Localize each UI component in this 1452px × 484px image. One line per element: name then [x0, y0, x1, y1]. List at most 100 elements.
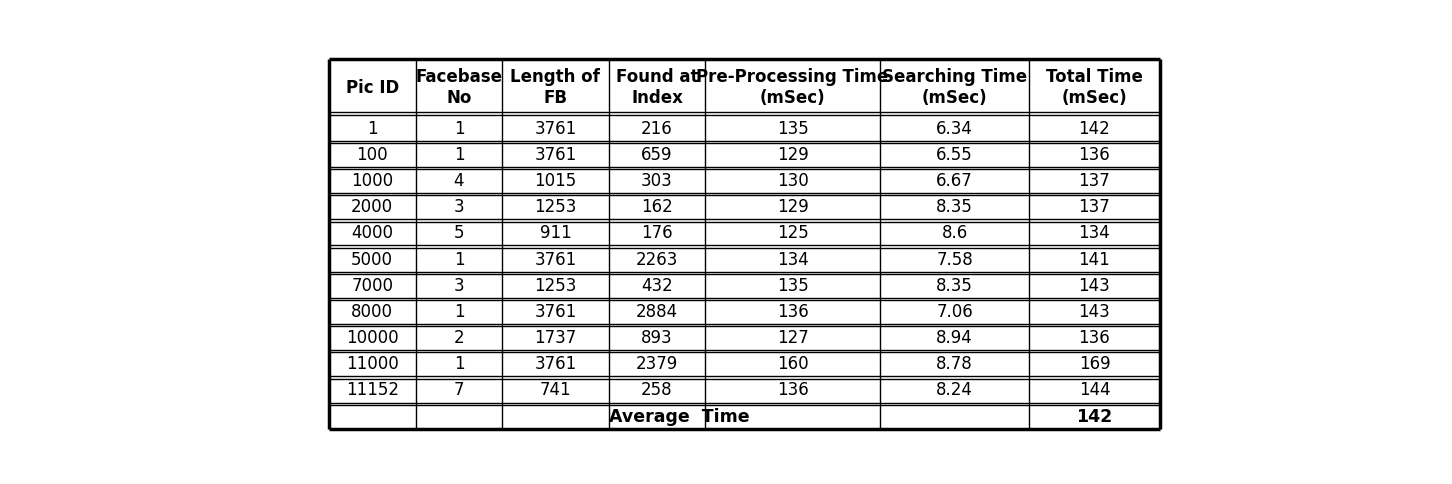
- Text: 1: 1: [367, 120, 378, 137]
- Text: 8000: 8000: [351, 302, 393, 320]
- Bar: [706, 141, 880, 167]
- Text: 3761: 3761: [534, 355, 576, 373]
- Text: 2379: 2379: [636, 355, 678, 373]
- Text: 911: 911: [540, 224, 571, 242]
- Bar: [502, 298, 608, 324]
- Bar: [608, 167, 706, 194]
- Text: 136: 136: [777, 381, 809, 399]
- Text: 7: 7: [453, 381, 465, 399]
- Bar: [502, 167, 608, 194]
- Text: 5: 5: [453, 224, 465, 242]
- Text: 176: 176: [642, 224, 672, 242]
- Text: 7.58: 7.58: [937, 250, 973, 268]
- Text: 1: 1: [453, 355, 465, 373]
- Text: 134: 134: [1079, 224, 1111, 242]
- Bar: [608, 194, 706, 220]
- Text: 162: 162: [642, 198, 672, 216]
- Bar: [328, 272, 415, 298]
- Bar: [1029, 115, 1160, 141]
- Bar: [502, 350, 608, 377]
- Bar: [415, 272, 502, 298]
- Bar: [1029, 167, 1160, 194]
- Text: 129: 129: [777, 146, 809, 164]
- Text: 8.6: 8.6: [941, 224, 967, 242]
- Bar: [880, 246, 1029, 272]
- Bar: [706, 194, 880, 220]
- Bar: [608, 324, 706, 350]
- Text: 2884: 2884: [636, 302, 678, 320]
- Bar: [1029, 350, 1160, 377]
- Bar: [880, 115, 1029, 141]
- Bar: [1029, 220, 1160, 246]
- Text: 10000: 10000: [346, 329, 398, 347]
- Text: Pic ID: Pic ID: [346, 79, 399, 97]
- Text: 137: 137: [1079, 198, 1111, 216]
- Bar: [328, 115, 415, 141]
- Bar: [608, 60, 706, 115]
- Bar: [608, 298, 706, 324]
- Bar: [706, 272, 880, 298]
- Bar: [706, 220, 880, 246]
- Text: 6.34: 6.34: [937, 120, 973, 137]
- Bar: [415, 220, 502, 246]
- Text: 8.35: 8.35: [937, 276, 973, 294]
- Text: 2263: 2263: [636, 250, 678, 268]
- Text: 1000: 1000: [351, 172, 393, 190]
- Text: 4: 4: [453, 172, 465, 190]
- Bar: [608, 272, 706, 298]
- Text: 1: 1: [453, 250, 465, 268]
- Text: 142: 142: [1076, 407, 1112, 425]
- Bar: [415, 324, 502, 350]
- Bar: [415, 167, 502, 194]
- Text: 1253: 1253: [534, 198, 576, 216]
- Bar: [706, 246, 880, 272]
- Text: 144: 144: [1079, 381, 1111, 399]
- Bar: [1029, 272, 1160, 298]
- Text: 1: 1: [453, 120, 465, 137]
- Bar: [415, 194, 502, 220]
- Bar: [880, 220, 1029, 246]
- Text: Length of
FB: Length of FB: [511, 68, 600, 107]
- Bar: [880, 194, 1029, 220]
- Text: 3: 3: [453, 276, 465, 294]
- Text: 100: 100: [356, 146, 388, 164]
- Bar: [415, 141, 502, 167]
- Bar: [706, 115, 880, 141]
- Text: 8.35: 8.35: [937, 198, 973, 216]
- Bar: [1029, 298, 1160, 324]
- Text: 216: 216: [642, 120, 672, 137]
- Bar: [328, 377, 415, 403]
- Text: 8.24: 8.24: [937, 381, 973, 399]
- Text: 160: 160: [777, 355, 809, 373]
- Text: 2: 2: [453, 329, 465, 347]
- Text: 6.55: 6.55: [937, 146, 973, 164]
- Bar: [706, 350, 880, 377]
- Text: 11000: 11000: [346, 355, 398, 373]
- Bar: [328, 194, 415, 220]
- Bar: [502, 60, 608, 115]
- Text: 5000: 5000: [351, 250, 393, 268]
- Bar: [328, 141, 415, 167]
- Bar: [1029, 246, 1160, 272]
- Bar: [328, 403, 1160, 429]
- Bar: [608, 115, 706, 141]
- Bar: [880, 324, 1029, 350]
- Text: 1: 1: [453, 302, 465, 320]
- Text: 258: 258: [642, 381, 672, 399]
- Text: 142: 142: [1079, 120, 1111, 137]
- Bar: [328, 350, 415, 377]
- Bar: [502, 246, 608, 272]
- Bar: [502, 141, 608, 167]
- Text: 1253: 1253: [534, 276, 576, 294]
- Bar: [706, 377, 880, 403]
- Bar: [328, 298, 415, 324]
- Bar: [880, 298, 1029, 324]
- Text: 136: 136: [777, 302, 809, 320]
- Text: 11152: 11152: [346, 381, 399, 399]
- Text: 1015: 1015: [534, 172, 576, 190]
- Text: 143: 143: [1079, 276, 1111, 294]
- Text: 8.78: 8.78: [937, 355, 973, 373]
- Bar: [502, 194, 608, 220]
- Bar: [706, 324, 880, 350]
- Bar: [415, 377, 502, 403]
